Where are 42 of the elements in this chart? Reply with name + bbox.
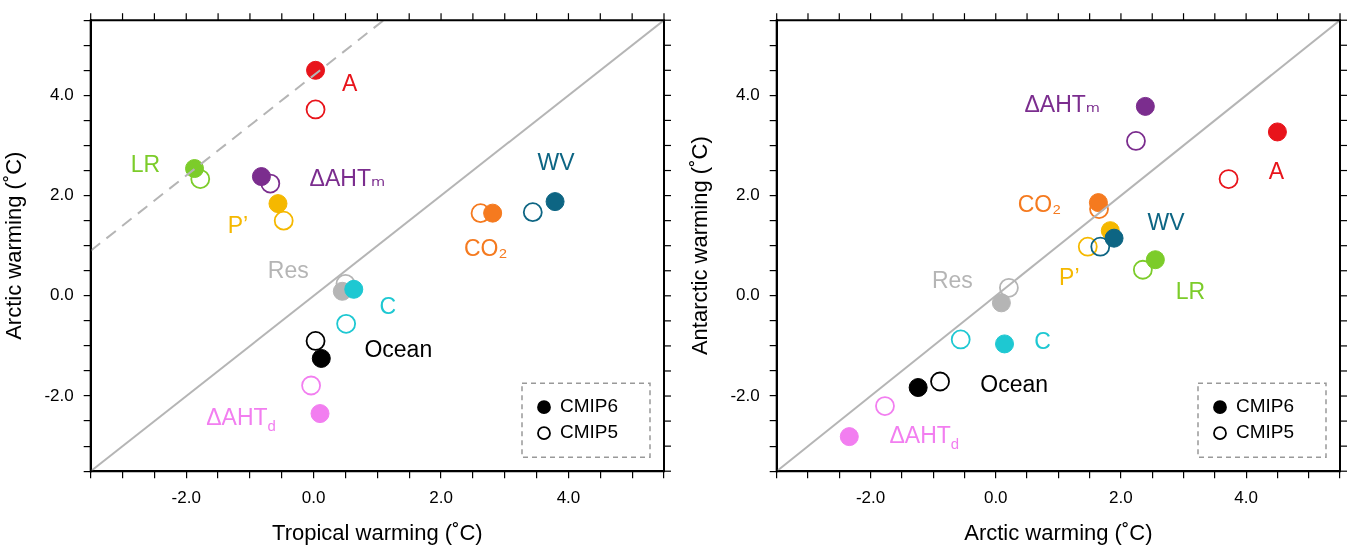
x-tick-label: -2.0 <box>171 488 201 508</box>
annotation: C <box>1034 328 1051 355</box>
annotation: C <box>379 292 397 319</box>
x-tick-label: 4.0 <box>556 488 581 508</box>
y-tick-label: -2.0 <box>44 385 74 405</box>
legend-label: CMIP5 <box>560 421 619 443</box>
annotation: P’ <box>1059 264 1080 291</box>
annotation: ΔAHTₘ <box>309 164 386 191</box>
annotation: LR <box>1175 278 1206 305</box>
annotation: LR <box>130 150 161 177</box>
annotation: CO₂ <box>463 235 508 262</box>
legend-label: CMIP6 <box>1236 395 1295 417</box>
annotation: A <box>1268 158 1285 185</box>
y-tick-label: 2.0 <box>736 185 760 205</box>
x-tick-label: 2.0 <box>429 488 453 508</box>
annotation: Ocean <box>980 370 1049 397</box>
annotation: Ocean <box>364 335 433 362</box>
y-tick-label: 0.0 <box>50 285 74 305</box>
annotation: WV <box>537 148 576 175</box>
annotation: Res <box>267 256 309 283</box>
x-tick-label: 4.0 <box>1234 488 1258 508</box>
y-tick-label: 0.0 <box>736 285 760 305</box>
legend-label: CMIP6 <box>560 395 619 417</box>
annotation: WV <box>1147 208 1186 235</box>
y-axis-title: Arctic warming (˚C) <box>1 151 27 340</box>
y-tick-label: 4.0 <box>736 85 760 105</box>
annotation: Res <box>931 267 973 294</box>
y-axis-title: Antarctic warming (˚C) <box>687 136 713 356</box>
legend-label: CMIP5 <box>1236 421 1295 443</box>
x-axis-title: Arctic warming (˚C) <box>964 519 1153 545</box>
annotation: A <box>341 69 358 96</box>
y-tick-label: 4.0 <box>50 85 74 105</box>
x-axis-title: Tropical warming (˚C) <box>272 519 483 545</box>
annotation: ΔAHTₘ <box>1024 90 1101 117</box>
y-tick-label: 2.0 <box>50 185 74 205</box>
x-tick-label: 0.0 <box>983 488 1008 508</box>
x-tick-label: -2.0 <box>855 488 886 508</box>
y-tick-label: -2.0 <box>730 385 760 405</box>
annotation: P’ <box>227 211 249 238</box>
x-tick-label: 0.0 <box>301 488 326 508</box>
annotation: CO₂ <box>1017 190 1062 217</box>
x-tick-label: 2.0 <box>1109 488 1133 508</box>
